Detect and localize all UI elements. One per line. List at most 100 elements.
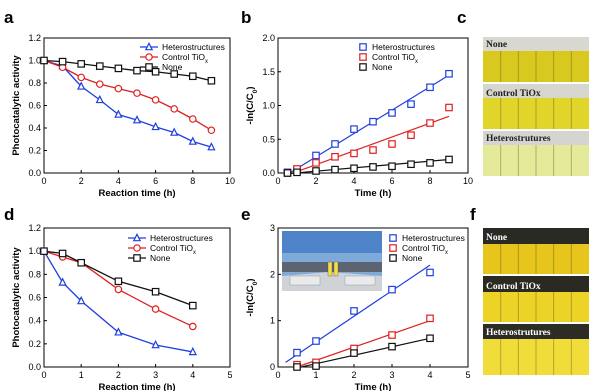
data-point <box>189 115 197 123</box>
data-point <box>445 155 453 164</box>
chart-e: 0 1 2 3 4 5 0 1 2 3 Time (h) -ln(C/C0) Heterostructu… <box>245 223 471 391</box>
data-point <box>388 285 396 294</box>
data-point <box>151 305 160 313</box>
series-line <box>43 59 212 148</box>
data-point <box>188 346 197 356</box>
data-point <box>331 165 339 174</box>
data-point <box>407 160 415 169</box>
data-point <box>426 268 434 277</box>
x-tick-label: 6 <box>389 176 394 186</box>
x-tick-label: 1 <box>313 370 318 380</box>
panel-letter-a: a <box>4 8 14 27</box>
series-none <box>283 155 453 177</box>
legend-marker <box>133 244 141 252</box>
x-tick-label: 0 <box>275 176 280 186</box>
data-point <box>133 66 141 75</box>
series-control-tiox <box>283 103 453 177</box>
x-tick-label: 8 <box>427 176 432 186</box>
data-point <box>95 62 104 70</box>
x-tick-label: 6 <box>153 176 158 186</box>
legend-marker <box>389 244 397 252</box>
data-point <box>350 307 358 315</box>
data-point <box>426 119 434 127</box>
legend-label: Heterostructures <box>150 233 213 243</box>
legend-marker <box>389 254 397 262</box>
legend-label: Heterostructures <box>402 233 465 243</box>
data-point <box>189 72 197 81</box>
x-tick-label: 8 <box>190 176 195 186</box>
data-point <box>96 80 104 88</box>
vial-liquid-none-f <box>483 244 589 274</box>
x-tick-label: 2 <box>79 176 84 186</box>
photo-label-control-f: Control TiOx <box>486 282 541 292</box>
inset-vial <box>327 261 333 277</box>
series-heterostructures <box>39 246 197 356</box>
x-tick-label: 1 <box>79 370 84 380</box>
inset-panel-left <box>289 275 321 286</box>
legend-marker <box>132 232 142 242</box>
y-tick-label: 0 <box>270 362 275 372</box>
x-tick-label: 3 <box>389 370 394 380</box>
photo-label-control-c: Control TiOx <box>486 89 541 99</box>
data-point <box>58 249 67 258</box>
chart-a: 0 2 4 6 8 10 0.0 0.2 0.4 0.6 0.8 1.0 1.2 Reaction tim… <box>11 33 235 199</box>
x-tick-label: 5 <box>227 370 232 380</box>
data-point <box>188 136 197 145</box>
legend-label: Control TiOx <box>372 52 418 65</box>
legend-marker <box>133 254 141 262</box>
series-line <box>43 250 193 353</box>
vial-liquid-hetero-c <box>483 145 589 176</box>
y-tick-label: 0.2 <box>28 146 41 156</box>
y-tick-label: 1.2 <box>28 223 41 233</box>
photo-label-none-c: None <box>486 40 507 50</box>
y-axis-label: Photocatalytic activity <box>11 247 22 348</box>
data-point <box>293 363 301 371</box>
data-point <box>331 140 339 148</box>
x-tick-label: 5 <box>465 370 470 380</box>
data-point <box>151 96 160 104</box>
y-tick-label: 1.0 <box>262 101 275 111</box>
legend-label: Heterostructures <box>162 42 225 52</box>
data-point <box>114 64 123 73</box>
data-point <box>331 153 339 161</box>
panel-letter-b: b <box>241 8 251 27</box>
data-point <box>77 295 86 305</box>
data-point <box>151 339 160 349</box>
x-tick-label: 2 <box>351 370 356 380</box>
data-point <box>132 115 142 124</box>
inset-panel-right <box>344 275 376 286</box>
series-control-tiox <box>40 247 197 331</box>
legend-label: Heterostructures <box>372 42 435 52</box>
y-tick-label: 0.2 <box>28 339 41 349</box>
legend-marker <box>359 53 367 61</box>
legend-label: Control TiOx <box>402 243 448 256</box>
data-point <box>293 168 301 177</box>
data-point <box>388 140 396 148</box>
data-point <box>58 277 67 286</box>
series-none <box>293 334 434 371</box>
y-axis-label: -ln(C/C0) <box>245 86 259 124</box>
data-point <box>151 287 160 296</box>
series-line <box>43 59 212 131</box>
vial-liquid-none-c <box>483 51 589 82</box>
data-point <box>350 349 358 357</box>
y-tick-label: 0.4 <box>28 123 41 133</box>
data-point <box>77 73 86 82</box>
photo-label-hetero-f: Heterostrutures <box>486 328 551 338</box>
data-point <box>388 331 396 339</box>
data-point <box>407 131 415 140</box>
x-tick-label: 3 <box>153 370 158 380</box>
x-tick-label: 0 <box>41 176 46 186</box>
x-tick-label: 0 <box>41 370 46 380</box>
legend-label: Control TiOx <box>162 52 208 65</box>
data-point <box>114 109 123 118</box>
y-tick-label: 0.6 <box>28 293 41 303</box>
data-point <box>114 327 123 336</box>
y-tick-label: 0.6 <box>28 101 41 111</box>
chart-d: 0 1 2 3 4 5 0.0 0.2 0.4 0.6 0.8 1.0 1.2 Reaction time… <box>11 223 233 391</box>
photo-panel-f: None Control TiOx Heterostrutures <box>483 228 589 375</box>
data-point <box>133 89 141 97</box>
vial-caps-control-c <box>483 84 589 98</box>
data-point <box>312 159 320 167</box>
legend-marker <box>145 53 153 61</box>
